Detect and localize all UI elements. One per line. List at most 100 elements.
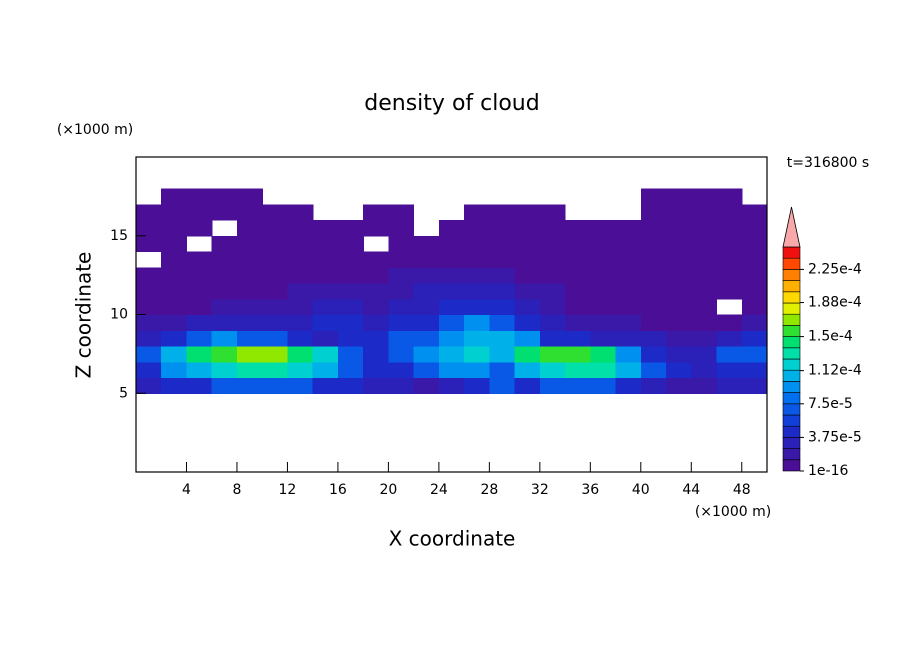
contour-cell <box>590 251 617 268</box>
contour-cell <box>211 267 238 284</box>
contour-cell <box>691 346 718 363</box>
contour-cell <box>489 267 516 284</box>
colorbar-band <box>782 313 801 326</box>
contour-cell <box>716 361 743 379</box>
contour-cell <box>161 220 188 237</box>
contour-cell <box>666 314 692 331</box>
contour-cell <box>337 251 364 268</box>
contour-cell <box>464 204 490 221</box>
contour-cell <box>388 220 415 237</box>
contour-cell <box>186 220 213 237</box>
contour-cell <box>741 377 768 394</box>
contour-cell <box>514 283 541 300</box>
y-tick-label: 10 <box>110 307 128 323</box>
contour-cell <box>716 204 743 221</box>
contour-cell <box>539 377 566 394</box>
contour-cell <box>262 220 289 237</box>
x-tick-label: 28 <box>480 482 498 498</box>
contour-cell <box>716 251 743 268</box>
contour-cell <box>388 314 415 331</box>
contour-cell <box>565 361 591 379</box>
contour-cell <box>741 220 768 237</box>
contour-cell <box>388 330 415 347</box>
contour-cell <box>666 204 692 221</box>
contour-cell <box>438 298 465 316</box>
contour-cell <box>438 220 465 237</box>
contour-cell <box>413 314 440 331</box>
contour-cell <box>489 377 516 394</box>
contour-cell <box>489 204 516 221</box>
contour-cell <box>666 188 692 205</box>
contour-cell <box>438 283 465 300</box>
contour-cell <box>136 361 162 379</box>
contour-cell <box>615 251 642 268</box>
contour-cell <box>438 251 465 268</box>
colorbar-band <box>782 392 801 405</box>
contour-cell <box>186 188 213 205</box>
contour-cell <box>640 346 667 363</box>
colorbar-band <box>782 425 801 438</box>
colorbar-tick-label: 2.25e-4 <box>808 261 862 277</box>
contour-cell <box>136 235 162 253</box>
contour-cell <box>337 283 364 300</box>
contour-cell <box>741 204 768 221</box>
contour-cell <box>413 235 440 253</box>
contour-cell <box>565 377 591 394</box>
contour-cell <box>741 283 768 300</box>
contour-cell <box>590 361 617 379</box>
contour-cell <box>312 314 339 331</box>
contour-cell <box>186 298 213 316</box>
contour-cell <box>211 283 238 300</box>
contour-cell <box>388 283 415 300</box>
colorbar-band <box>782 459 801 472</box>
contour-cell <box>691 220 718 237</box>
contour-cell <box>438 235 465 253</box>
contour-cell <box>666 330 692 347</box>
contour-cell <box>287 346 314 363</box>
contour-cell <box>287 330 314 347</box>
contour-cell <box>287 220 314 237</box>
y-axis-label: Z coordinate <box>72 252 96 379</box>
contour-cell <box>489 346 516 363</box>
contour-cell <box>136 204 162 221</box>
contour-cell <box>666 377 692 394</box>
colorbar-tick-label: 7.5e-5 <box>808 396 853 412</box>
colorbar-band <box>782 414 801 427</box>
contour-cell <box>464 346 490 363</box>
contour-cell <box>211 298 238 316</box>
colorbar-band <box>782 291 801 304</box>
contour-cell <box>691 377 718 394</box>
contour-cell <box>388 235 415 253</box>
contour-cell <box>211 188 238 205</box>
contour-field <box>136 188 768 394</box>
contour-cell <box>691 204 718 221</box>
contour-cell <box>337 298 364 316</box>
contour-cell <box>489 298 516 316</box>
x-tick-label: 32 <box>531 482 549 498</box>
contour-cell <box>186 251 213 268</box>
contour-cell <box>236 314 263 331</box>
contour-cell <box>539 251 566 268</box>
contour-cell <box>262 298 289 316</box>
contour-cell <box>161 314 188 331</box>
contour-cell <box>640 377 667 394</box>
colorbar-band <box>782 347 801 360</box>
contour-cell <box>640 204 667 221</box>
contour-cell <box>337 235 364 253</box>
contour-cell <box>741 267 768 284</box>
contour-cell <box>716 377 743 394</box>
contour-cell <box>236 377 263 394</box>
x-axis-label: X coordinate <box>389 527 516 551</box>
contour-cell <box>489 220 516 237</box>
contour-cell <box>287 267 314 284</box>
contour-cell <box>464 314 490 331</box>
contour-cell <box>590 267 617 284</box>
colorbar-band <box>782 369 801 382</box>
contour-cell <box>413 377 440 394</box>
contour-cell <box>615 377 642 394</box>
contour-cell <box>186 204 213 221</box>
contour-cell <box>388 251 415 268</box>
contour-cell <box>287 204 314 221</box>
contour-cell <box>640 361 667 379</box>
